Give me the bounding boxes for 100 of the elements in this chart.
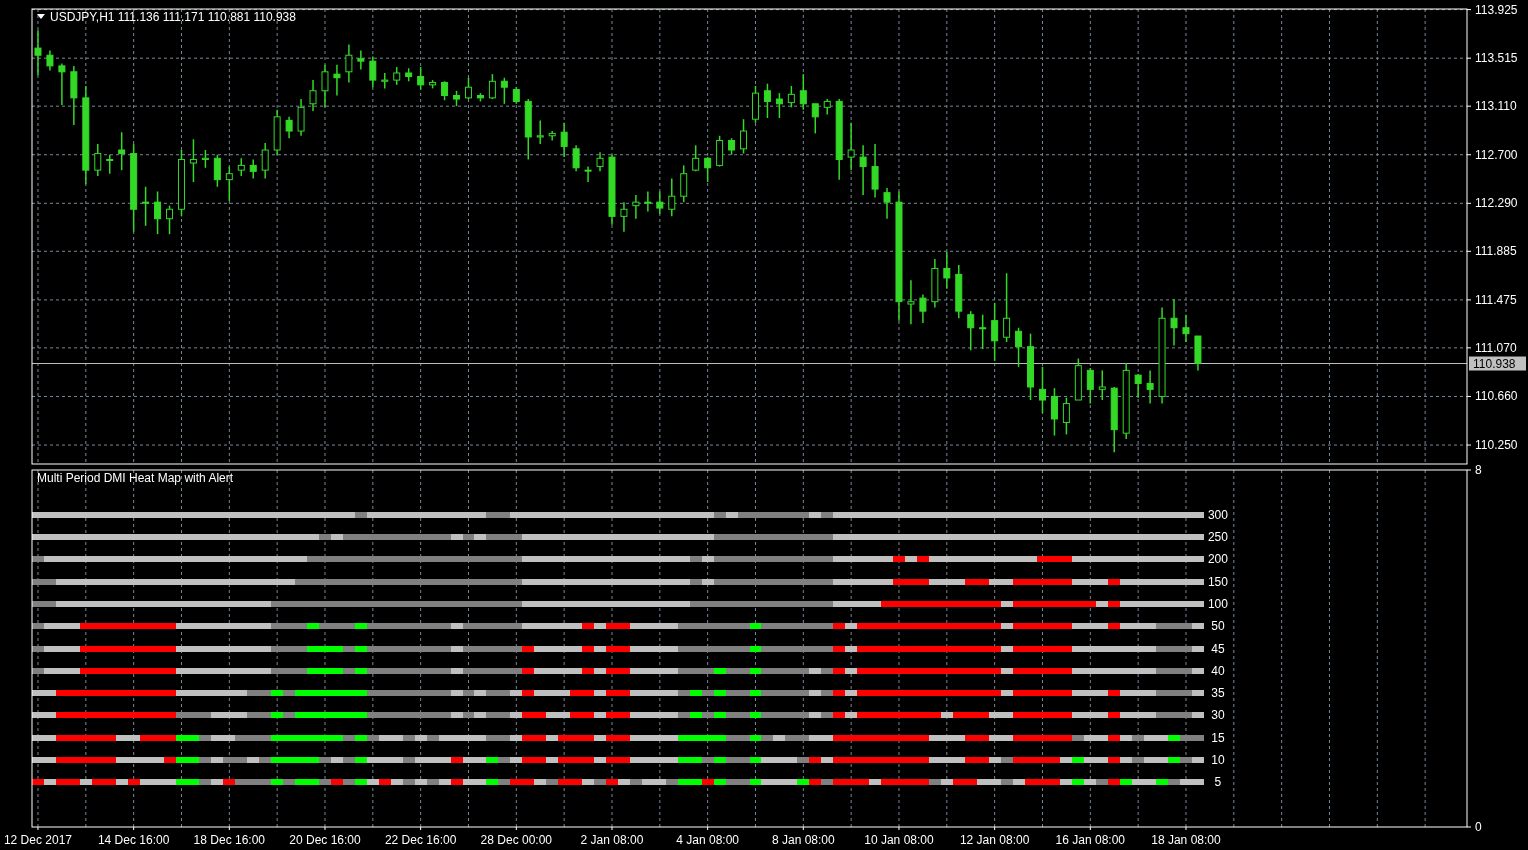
x-tick-label: 22 Dec 16:00 [384,833,457,847]
candlestick [1038,366,1046,414]
candlestick [1086,367,1094,405]
series-label: 15 [1211,730,1225,745]
candlestick [704,156,712,183]
candlestick [189,138,197,183]
series-label: 100 [1207,596,1229,611]
x-tick-label: 12 Jan 08:00 [959,833,1030,847]
candlestick [1170,298,1178,347]
series-label: 200 [1207,552,1229,567]
candlestick [943,251,951,290]
candlestick [967,310,975,351]
x-tick-label: 18 Jan 08:00 [1151,833,1221,847]
series-label: 35 [1211,686,1225,701]
candlestick [118,131,126,171]
y-tick-label: 8 [1475,463,1482,477]
series-label: 10 [1211,753,1225,768]
candlestick [668,177,676,218]
candlestick [154,190,162,235]
y-tick-label: 0 [1475,820,1482,834]
candlestick [46,49,54,72]
y-tick-label: 113.515 [1475,51,1518,66]
candlestick [500,76,508,105]
candlestick [321,63,329,109]
candlestick [1050,387,1058,437]
y-tick-label: 110.660 [1475,389,1518,404]
candlestick [94,143,102,177]
candlestick [357,49,365,71]
series-label: 150 [1207,574,1229,589]
candlestick [811,103,819,135]
candlestick [859,144,867,196]
y-tick-label: 111.070 [1475,340,1517,355]
candlestick [740,118,748,155]
candlestick [596,151,604,173]
x-tick-label: 4 Jan 08:00 [676,833,740,847]
x-tick-label: 14 Dec 16:00 [97,833,170,847]
candlestick [680,164,688,203]
ref-line-label: 110.938 [1473,356,1516,371]
candlestick [213,153,221,188]
x-tick-label: 16 Jan 08:00 [1055,833,1126,847]
candlestick [799,73,807,111]
candlestick [644,190,652,213]
candlestick [991,302,999,362]
x-tick-label: 20 Dec 16:00 [289,833,361,847]
candlestick [345,43,353,84]
candlestick [632,194,640,220]
candlestick [488,73,496,100]
candlestick [584,165,592,183]
candlestick [548,130,556,142]
candlestick [225,165,233,202]
y-tick-label: 113.110 [1475,99,1517,114]
x-tick-label: 12 Dec 2017 [3,833,73,847]
candlestick [1098,369,1106,401]
x-tick-label: 28 Dec 00:00 [480,833,553,847]
candlestick [883,187,891,220]
candlestick [979,313,987,350]
y-tick-label: 112.290 [1475,196,1518,211]
candlestick [847,122,855,171]
candlestick [166,204,174,235]
chart-title: Multi Period DMI Heat Map with Alert [37,471,234,485]
candlestick [142,185,150,227]
candlestick [560,122,568,158]
x-tick-label: 10 Jan 08:00 [864,833,934,847]
y-tick-label: 111.475 [1475,292,1517,307]
candlestick [775,92,783,119]
candlestick [285,116,293,139]
y-tick-label: 110.250 [1475,438,1518,453]
candlestick [572,144,580,173]
candlestick [1003,272,1011,343]
candlestick [333,63,341,97]
candlestick [58,62,66,106]
candlestick [417,66,425,91]
series-label: 40 [1211,663,1225,678]
series-label: 250 [1207,529,1229,544]
candlestick [919,293,927,324]
candlestick [787,85,795,109]
candlestick [381,72,389,90]
x-tick-label: 2 Jan 08:00 [580,833,644,847]
candlestick [369,55,377,88]
candlestick [106,153,114,175]
candlestick [1146,369,1154,405]
chart-title: USDJPY,H1 111.136 111.171 110.881 110.938 [50,10,297,24]
candlestick [297,98,305,137]
candlestick [620,201,628,233]
series-label: 300 [1207,507,1229,522]
candlestick [692,144,700,173]
series-label: 50 [1211,619,1225,634]
candlestick [536,119,544,145]
candlestick [871,143,879,199]
candlestick [1015,326,1023,368]
candlestick [441,80,449,101]
candlestick [656,190,664,215]
candlestick [249,158,257,180]
candlestick [34,29,42,77]
candlestick [309,79,317,112]
candlestick [1182,313,1190,343]
candlestick [1062,396,1070,436]
y-tick-label: 111.885 [1475,244,1517,259]
candlestick [907,279,915,325]
series-label: 45 [1211,641,1225,656]
